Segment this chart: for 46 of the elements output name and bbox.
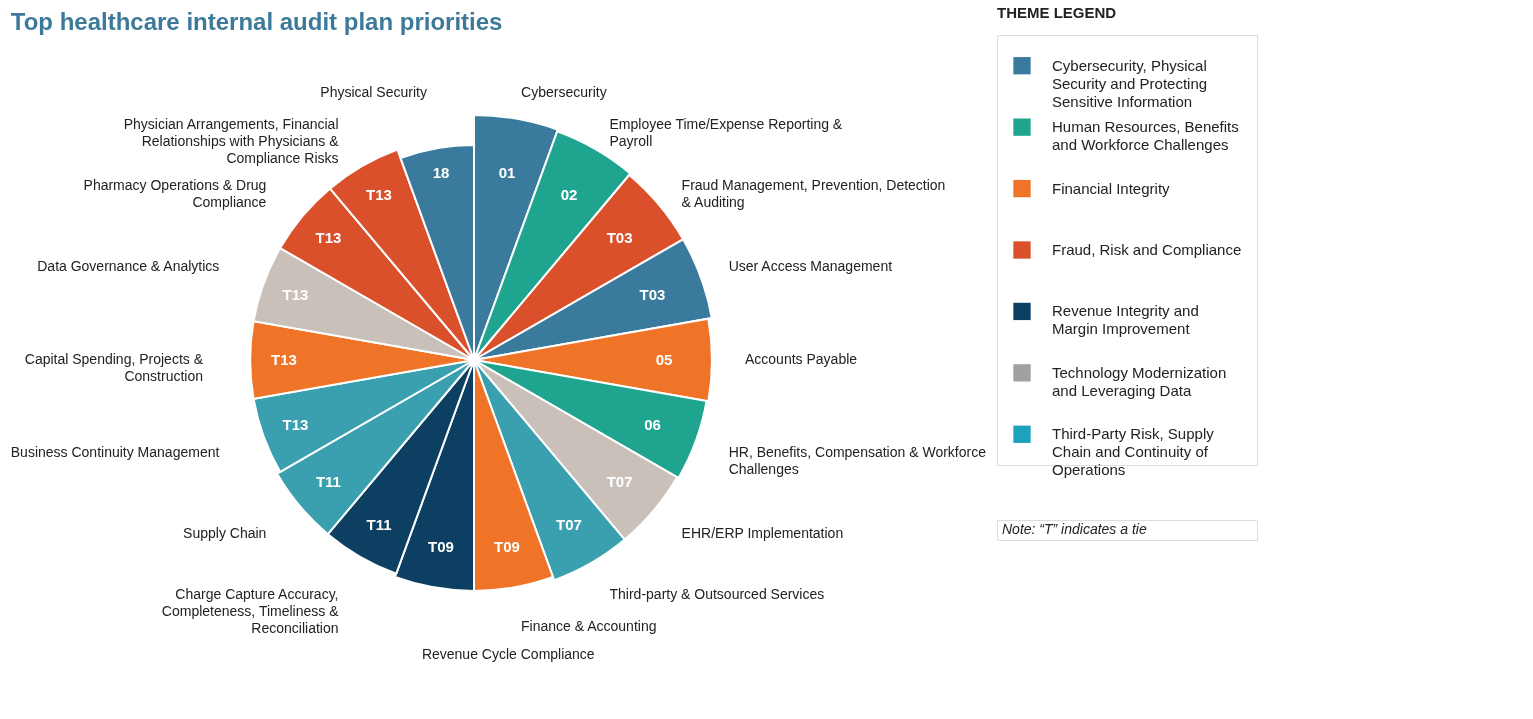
category-label: Charge Capture Accuracy, Completeness, Timeliness & Reconciliation <box>161 585 340 636</box>
data-label: T11 <box>315 473 341 491</box>
category-label: HR, Benefits, Compensation & Workforce Challenges <box>728 443 987 477</box>
data-label: T07 <box>606 473 633 491</box>
data-label: T09 <box>428 538 454 556</box>
category-label: Cybersecurity <box>521 84 607 101</box>
legend-label: Financial Integrity <box>1052 179 1171 197</box>
category-label: Capital Spending, Projects & Construction <box>24 351 204 384</box>
category-label: Physical Security <box>320 84 427 101</box>
category-label: Revenue Cycle Compliance <box>421 646 595 663</box>
data-label: T13 <box>315 228 342 246</box>
data-label: 18 <box>432 163 450 181</box>
category-label: Third-party & Outsourced Services <box>609 585 825 602</box>
data-label: T13 <box>366 186 392 204</box>
legend-label: Human Resources, Benefits and Workforce Challenges <box>1052 118 1239 154</box>
legend-label: Revenue Integrity and Margin Improvement <box>1052 302 1199 338</box>
legend-label: Technology Modernization and Leveraging Data <box>1052 363 1227 399</box>
category-label: EHR/ERP Implementation <box>681 525 844 542</box>
category-label: Employee Time/Expense Reporting & Payroll <box>609 116 843 150</box>
data-label: T07 <box>556 515 582 533</box>
data-label: T13 <box>271 351 297 368</box>
legend-title: THEME LEGEND <box>997 4 1117 21</box>
category-label: Fraud Management, Prevention, Detection & Auditing <box>681 176 946 210</box>
data-label: 06 <box>644 415 661 433</box>
data-label: T13 <box>282 286 309 304</box>
category-label: User Access Management <box>728 258 893 275</box>
category-label: Pharmacy Operations & Drug Compliance <box>83 176 267 210</box>
category-label: Physician Arrangements, Financial Relationships with Physicians & Compliance Risks <box>123 116 340 167</box>
category-label: Business Continuity Management <box>10 443 220 460</box>
text: Note: “T” indicates a tie <box>1002 521 1147 537</box>
data-label: T03 <box>606 228 633 246</box>
legend-label: Cybersecurity, Physical Security and Protecting Sensitive Information <box>1052 56 1208 110</box>
data-label: T11 <box>366 515 392 533</box>
category-label: Accounts Payable <box>745 351 858 367</box>
data-label: 01 <box>498 163 516 181</box>
category-label: Finance & Accounting <box>521 617 657 634</box>
category-label: Data Governance & Analytics <box>37 258 220 275</box>
legend-label: Fraud, Risk and Compliance <box>1052 241 1242 258</box>
text: Top healthcare internal audit plan priorities <box>10 8 503 35</box>
data-label: 05 <box>655 351 673 368</box>
data-label: T13 <box>282 415 309 433</box>
data-label: T03 <box>639 286 666 304</box>
data-label: 02 <box>560 186 578 204</box>
data-label: T09 <box>494 538 520 556</box>
legend-label: Third-Party Risk, Supply Chain and Continuity of Operations <box>1052 425 1215 479</box>
category-label: Supply Chain <box>183 525 267 542</box>
